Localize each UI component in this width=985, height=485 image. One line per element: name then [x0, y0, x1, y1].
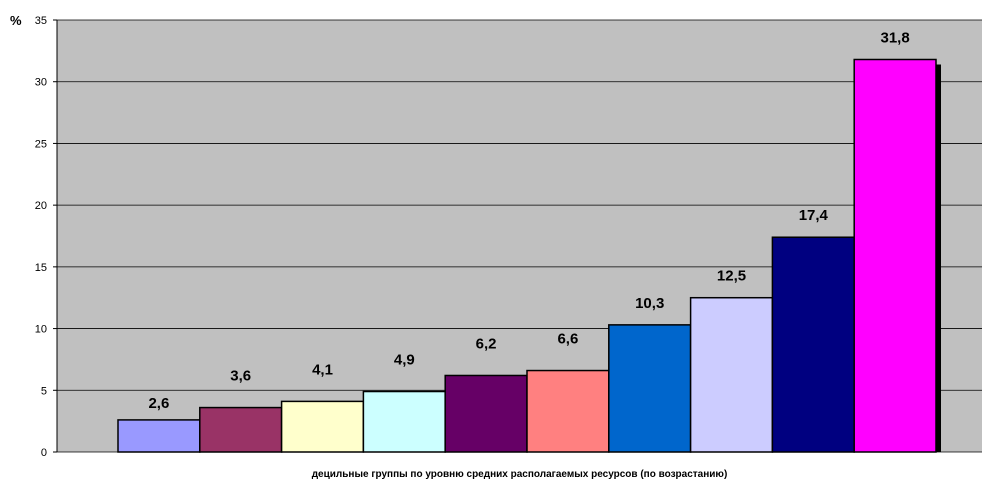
bar — [117, 419, 201, 453]
bars — [117, 58, 937, 453]
y-tick-label: 15 — [35, 262, 47, 274]
y-tick-label: 25 — [35, 138, 47, 150]
y-axis-unit-label: % — [10, 13, 22, 28]
y-tick-label: 30 — [35, 77, 47, 89]
data-label: 6,2 — [476, 335, 497, 352]
bar — [526, 369, 610, 453]
data-label: 6,6 — [557, 331, 578, 348]
data-label: 10,3 — [635, 295, 664, 312]
bar — [853, 58, 937, 453]
y-tick-label: 35 — [35, 15, 47, 27]
data-label: 31,8 — [880, 29, 909, 46]
data-label: 2,6 — [148, 395, 169, 412]
data-label: 4,9 — [394, 352, 415, 369]
data-label: 12,5 — [717, 268, 746, 285]
bar — [771, 236, 855, 453]
x-axis-title: децильные группы по уровню средних распо… — [312, 469, 728, 480]
data-label: 17,4 — [799, 207, 829, 224]
bar — [280, 400, 365, 453]
y-axis-ticks: 0 5 10 15 20 25 30 35 — [35, 15, 57, 459]
bar — [199, 406, 283, 453]
y-tick-label: 10 — [35, 324, 47, 336]
bar — [444, 374, 528, 453]
y-tick-label: 20 — [35, 200, 47, 212]
data-label: 3,6 — [230, 368, 251, 385]
y-tick-label: 0 — [41, 447, 47, 459]
bar — [608, 324, 692, 453]
data-label: 4,1 — [312, 361, 333, 378]
data-labels: 2,6 3,6 4,1 4,9 6,2 6,6 10,3 12,5 17,4 31,8 — [148, 29, 909, 411]
y-tick-label: 5 — [41, 385, 47, 397]
bar — [689, 296, 774, 453]
bar — [362, 390, 446, 453]
